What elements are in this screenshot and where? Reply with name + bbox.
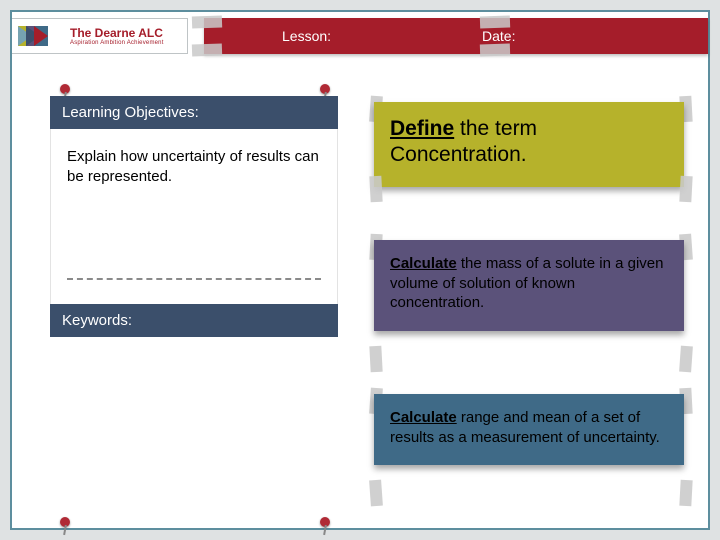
logo-panel: The Dearne ALC Aspiration Ambition Achie…	[12, 18, 188, 54]
objective-text: Explain how uncertainty of results can b…	[67, 148, 319, 185]
task-card-define: Define the term Concentration.	[374, 102, 684, 187]
date-label: Date:	[482, 28, 515, 44]
divider	[67, 278, 321, 280]
task-keyword: Calculate	[390, 409, 457, 426]
keywords-heading: Keywords:	[50, 304, 338, 337]
tape-icon	[369, 346, 382, 373]
tape-icon	[480, 15, 510, 28]
learning-objectives-heading: Learning Objectives:	[50, 96, 338, 129]
tape-icon	[369, 480, 383, 507]
pin-icon	[320, 84, 330, 94]
tape-icon	[369, 176, 382, 203]
tape-icon	[679, 346, 693, 373]
learning-objectives-body: Explain how uncertainty of results can b…	[50, 129, 338, 304]
slide-page: The Dearne ALC Aspiration Ambition Achie…	[10, 10, 710, 530]
title-bar: Lesson: Date:	[204, 18, 708, 54]
tape-icon	[679, 176, 692, 203]
logo-name: The Dearne	[70, 26, 135, 40]
logo-chevrons-icon	[18, 21, 66, 51]
header: The Dearne ALC Aspiration Ambition Achie…	[12, 12, 708, 60]
tape-icon	[679, 480, 692, 507]
logo-text: The Dearne ALC Aspiration Ambition Achie…	[70, 26, 164, 46]
tape-icon	[192, 15, 222, 28]
lesson-label: Lesson:	[282, 28, 331, 44]
tape-icon	[480, 43, 510, 56]
logo-suffix: ALC	[138, 26, 163, 40]
logo-tagline: Aspiration Ambition Achievement	[70, 40, 164, 46]
pin-icon	[60, 517, 70, 527]
task-card-calculate-mass: Calculate the mass of a solute in a give…	[374, 240, 684, 331]
pin-icon	[60, 84, 70, 94]
tape-icon	[192, 43, 222, 56]
task-card-calculate-range: Calculate range and mean of a set of res…	[374, 394, 684, 465]
pin-icon	[320, 517, 330, 527]
task-keyword: Define	[390, 117, 454, 140]
left-column: Learning Objectives: Explain how uncerta…	[50, 96, 338, 506]
task-keyword: Calculate	[390, 255, 457, 272]
